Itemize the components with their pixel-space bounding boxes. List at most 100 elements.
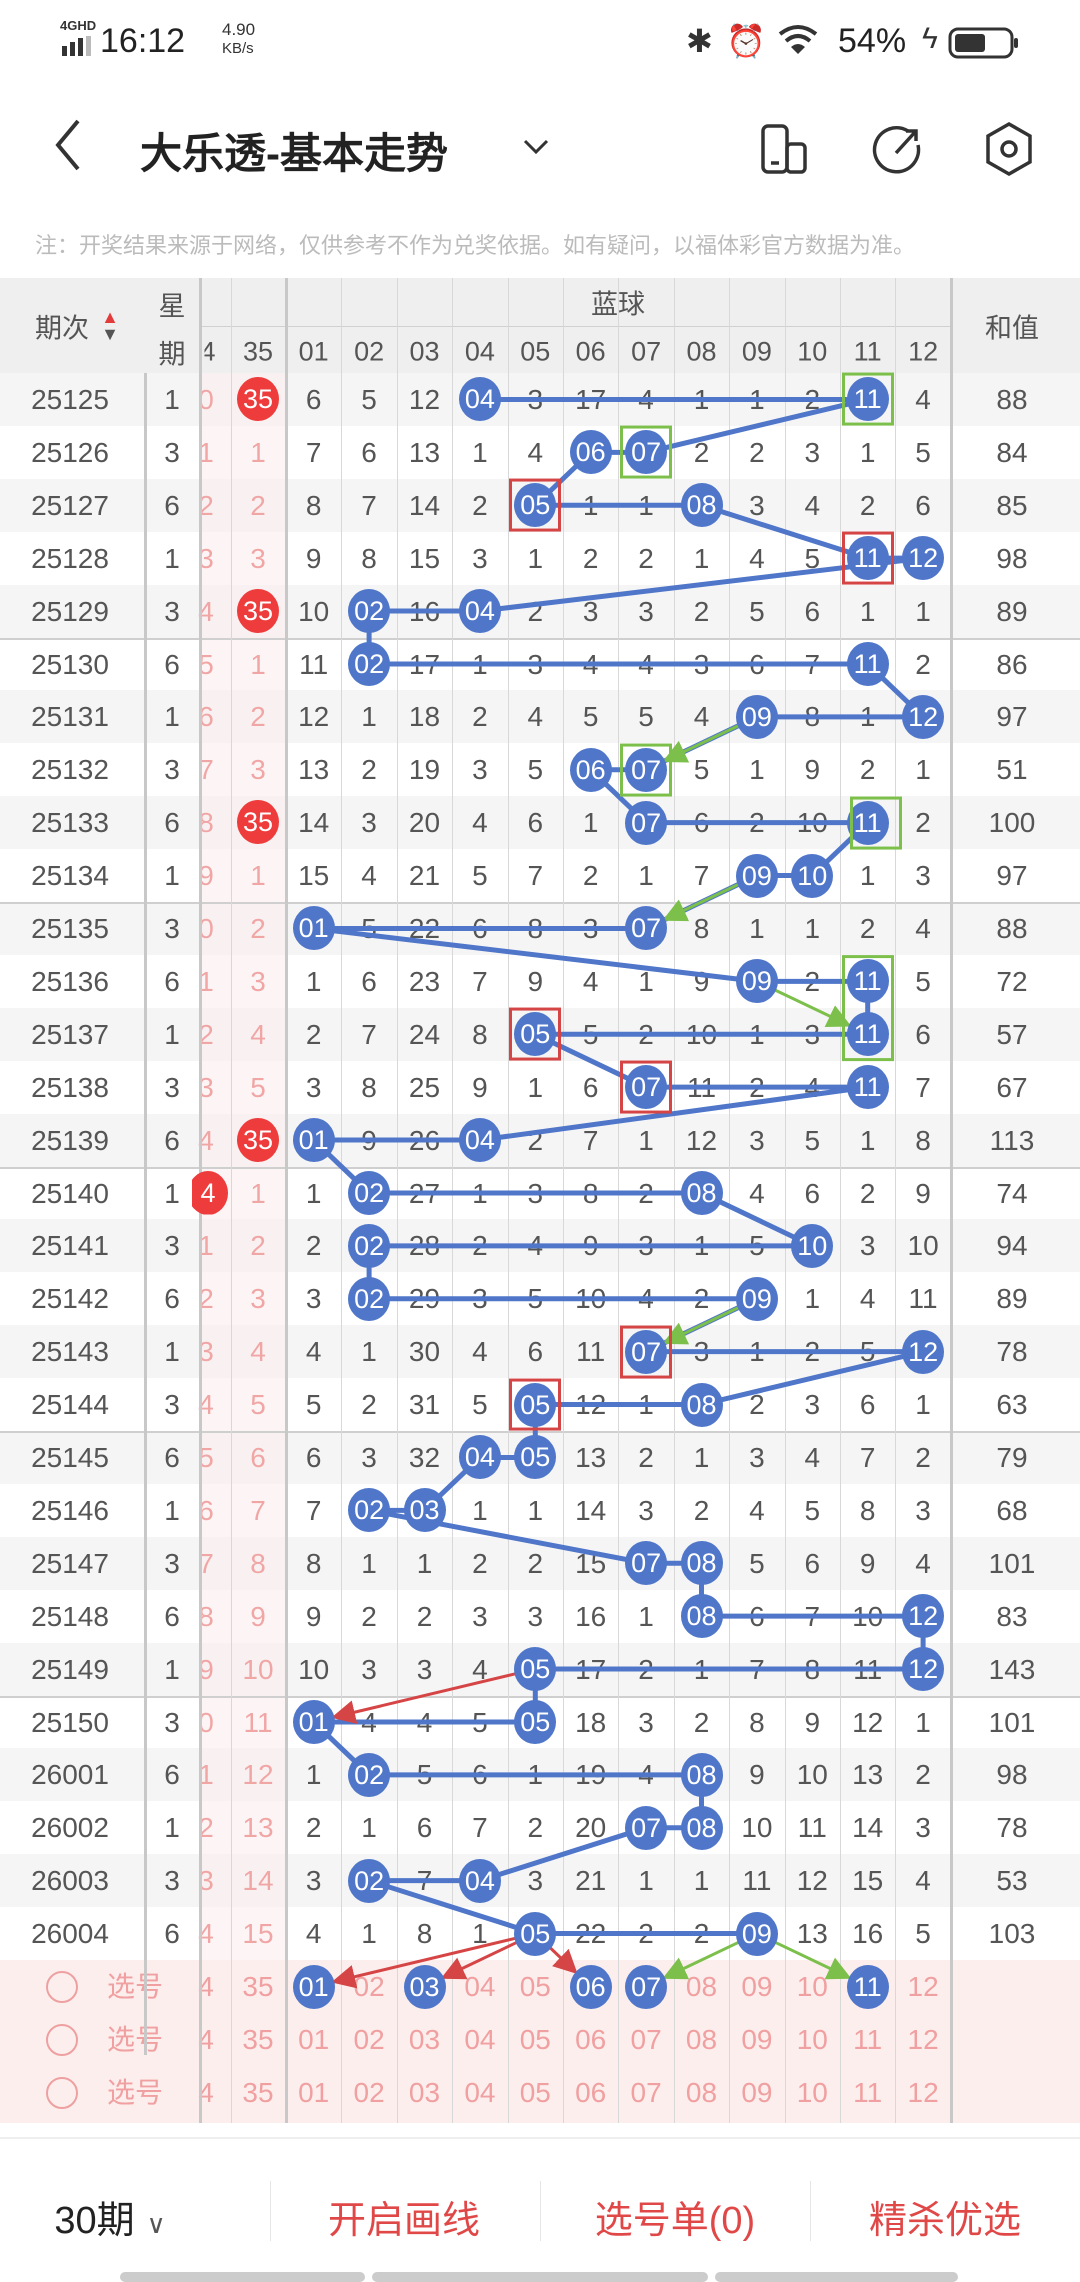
miss-value: 13 bbox=[408, 436, 441, 468]
sum-value: 103 bbox=[988, 1918, 1036, 1950]
radio-button[interactable] bbox=[46, 2077, 78, 2109]
premium-pick-button[interactable]: 精杀优选 bbox=[868, 2200, 1022, 2242]
select-34[interactable]: 4 bbox=[198, 2077, 214, 2108]
miss-value: 1 bbox=[361, 701, 377, 733]
table-row: 2514737881122155694101 bbox=[0, 1536, 1080, 1590]
select-number[interactable]: 08 bbox=[685, 1971, 718, 2002]
green-arrow bbox=[662, 1940, 740, 1980]
back-icon[interactable] bbox=[52, 115, 84, 180]
header-period[interactable]: 期次 bbox=[35, 313, 89, 344]
miss-value: 1 bbox=[693, 1442, 710, 1473]
select-34[interactable]: 4 bbox=[198, 1971, 214, 2002]
select-35[interactable]: 35 bbox=[242, 1971, 274, 2002]
select-number[interactable]: 09 bbox=[741, 1971, 773, 2002]
select-number[interactable]: 06 bbox=[575, 2077, 607, 2108]
blue-ball: 07 bbox=[625, 1065, 668, 1110]
blue-ball: 11 bbox=[846, 1012, 889, 1057]
blue-ball: 05 bbox=[514, 1699, 557, 1744]
column-divider bbox=[784, 278, 786, 2123]
selection-row[interactable]: 选号 4 35 01 02 03 04 05 06 07 08 09 10 11 12 bbox=[0, 2013, 1080, 2066]
table-row: 251396435926271123518113 bbox=[0, 1113, 1080, 1167]
select-number[interactable]: 05 bbox=[519, 2024, 551, 2055]
draw-line-button[interactable]: 开启画线 bbox=[327, 2200, 481, 2242]
select-number[interactable]: 12 bbox=[907, 2024, 939, 2055]
miss-value: 3 bbox=[361, 807, 377, 839]
select-number[interactable]: 02 bbox=[353, 2077, 385, 2108]
page-title[interactable]: 大乐透-基本走势 bbox=[140, 130, 448, 177]
miss-value: 5 bbox=[582, 701, 599, 733]
select-number[interactable]: 10 bbox=[796, 1971, 828, 2002]
red-ball: 4 bbox=[192, 1170, 228, 1215]
phone-layout-icon[interactable] bbox=[760, 123, 810, 180]
weekday: 1 bbox=[164, 542, 180, 574]
picked-ball[interactable]: 06 bbox=[569, 1964, 612, 2009]
miss-value: 1 bbox=[361, 1336, 377, 1368]
select-number[interactable]: 04 bbox=[464, 2077, 496, 2108]
select-number[interactable]: 06 bbox=[575, 2024, 607, 2055]
period-number: 25150 bbox=[31, 1706, 109, 1738]
miss-value: 32 bbox=[408, 1442, 441, 1473]
select-number[interactable]: 04 bbox=[464, 2024, 496, 2055]
select-number[interactable]: 11 bbox=[853, 2077, 883, 2108]
blue-ball: 05 bbox=[514, 1012, 557, 1057]
miss-value: 5 bbox=[915, 965, 931, 997]
miss-value: 5 bbox=[749, 595, 765, 627]
select-number[interactable]: 08 bbox=[685, 2077, 718, 2108]
select-number[interactable]: 09 bbox=[741, 2024, 773, 2055]
miss-value: 8 bbox=[915, 1124, 931, 1156]
weekday: 1 bbox=[164, 384, 180, 415]
picked-ball[interactable]: 07 bbox=[625, 1964, 668, 2009]
selection-row[interactable]: 选号 4 35 01 02 03 04 05 06 07 08 09 10 11 12 bbox=[0, 2066, 1080, 2119]
select-number[interactable]: 09 bbox=[741, 2077, 773, 2108]
select-number[interactable]: 01 bbox=[298, 2024, 330, 2055]
select-35[interactable]: 35 bbox=[242, 2077, 274, 2108]
miss-value: 2 bbox=[859, 754, 876, 786]
select-number[interactable]: 07 bbox=[630, 2077, 662, 2108]
miss-value: 3 bbox=[915, 860, 931, 892]
selection-row[interactable]: 选号 4 35 02 04 05 08 09 10 12 bbox=[0, 1960, 1080, 2013]
miss-value: 13 bbox=[298, 754, 330, 786]
picked-ball[interactable]: 01 bbox=[292, 1964, 335, 2009]
select-number[interactable]: 10 bbox=[796, 2024, 828, 2055]
chevron-down-icon[interactable] bbox=[522, 137, 550, 162]
select-number[interactable]: 12 bbox=[907, 1971, 939, 2002]
select-number[interactable]: 04 bbox=[464, 1971, 496, 2002]
miss-value: 5 bbox=[804, 1124, 821, 1156]
select-number[interactable]: 02 bbox=[353, 2024, 385, 2055]
settings-icon[interactable] bbox=[984, 121, 1034, 182]
sum-value: 97 bbox=[996, 701, 1028, 733]
sort-icon[interactable]: ▲ ▼ bbox=[101, 307, 119, 344]
miss-value: 7 bbox=[361, 489, 377, 521]
miss-value: 1 bbox=[305, 1759, 322, 1791]
picked-ball[interactable]: 03 bbox=[403, 1964, 446, 2009]
weekday: 3 bbox=[164, 436, 180, 468]
radio-button[interactable] bbox=[46, 1971, 78, 2003]
nav-hint bbox=[120, 2272, 365, 2282]
miss-value: 2 bbox=[638, 1442, 654, 1473]
miss-value: 13 bbox=[796, 1918, 828, 1950]
green-arrow bbox=[774, 988, 852, 1027]
select-number[interactable]: 10 bbox=[796, 2077, 828, 2108]
select-35[interactable]: 35 bbox=[242, 2024, 274, 2055]
miss-value: 1 bbox=[693, 1865, 710, 1897]
weekday: 3 bbox=[164, 913, 180, 944]
miss-value: 6 bbox=[859, 1389, 876, 1421]
select-number[interactable]: 05 bbox=[519, 1971, 551, 2002]
picked-ball[interactable]: 11 bbox=[846, 1964, 889, 2009]
red-ball: 35 bbox=[237, 800, 279, 845]
radio-button[interactable] bbox=[46, 2024, 78, 2056]
select-number[interactable]: 01 bbox=[298, 2077, 330, 2108]
select-number[interactable]: 03 bbox=[408, 2024, 441, 2055]
select-34[interactable]: 4 bbox=[198, 2024, 214, 2055]
select-number[interactable]: 08 bbox=[685, 2024, 718, 2055]
select-number[interactable]: 12 bbox=[907, 2077, 939, 2108]
pick-list-button[interactable]: 选号单(0) bbox=[594, 2200, 756, 2242]
select-number[interactable]: 05 bbox=[519, 2077, 551, 2108]
period-selector[interactable]: 30期 ∨ bbox=[54, 2189, 165, 2244]
miss-value: 4 bbox=[915, 384, 931, 415]
share-icon[interactable] bbox=[872, 123, 924, 180]
select-number[interactable]: 07 bbox=[630, 2024, 662, 2055]
select-number[interactable]: 11 bbox=[853, 2024, 883, 2055]
select-number[interactable]: 03 bbox=[408, 2077, 441, 2108]
miss-value: 7 bbox=[693, 860, 710, 892]
